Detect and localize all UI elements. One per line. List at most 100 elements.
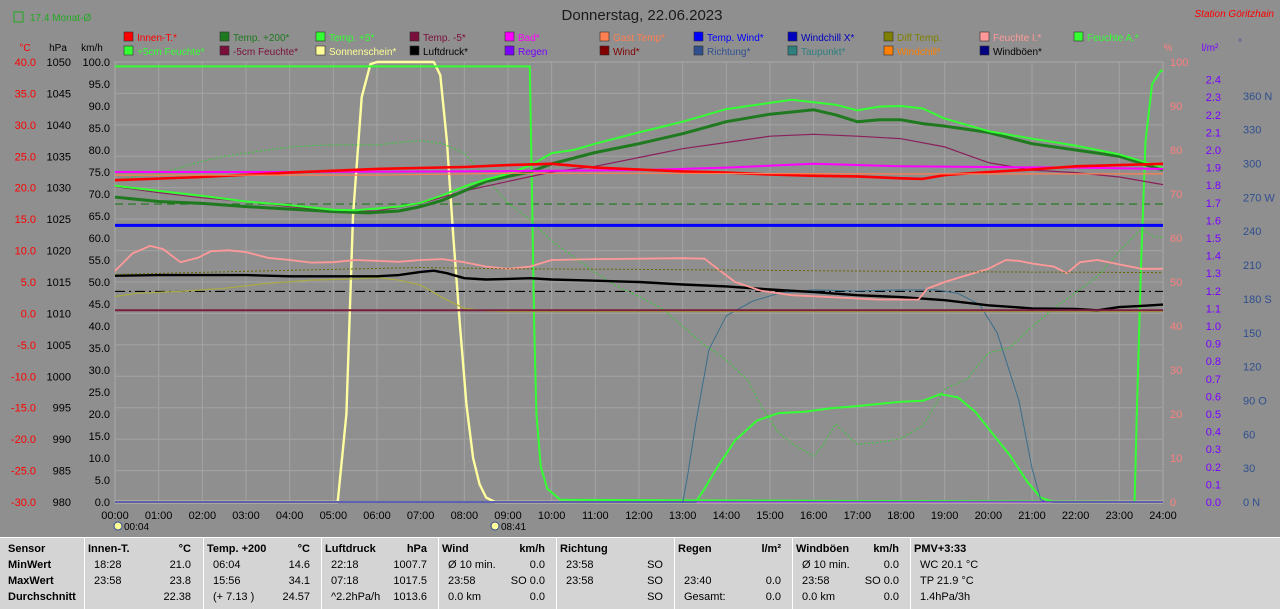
direction-tick-label: 330 bbox=[1243, 125, 1261, 137]
table-unit: l/m² bbox=[761, 543, 781, 555]
humidity-tick-label: 60 bbox=[1170, 233, 1182, 245]
legend-swatch-feuchte-a bbox=[1073, 31, 1084, 42]
table-separator bbox=[792, 538, 793, 609]
pressure-tick-label: 1030 bbox=[47, 183, 71, 195]
series-gast-temp bbox=[115, 172, 1163, 176]
row-label-sensor: Sensor bbox=[8, 543, 46, 555]
legend-swatch-bad bbox=[504, 31, 515, 42]
rain-tick-label: 1.2 bbox=[1206, 286, 1221, 298]
pressure-tick-label: 1020 bbox=[47, 246, 71, 258]
legend-label-windchill-x: Windchill X* bbox=[801, 33, 854, 44]
sunset-icon bbox=[490, 521, 500, 531]
legend-swatch-windchill-x bbox=[787, 31, 798, 42]
table-cell-value: 24.57 bbox=[282, 591, 310, 603]
humidity-tick-label: 0 bbox=[1170, 497, 1176, 509]
wind-tick-label: 15.0 bbox=[89, 431, 110, 443]
legend-label-windchill: Windchill* bbox=[897, 47, 941, 58]
series-feuchte-i bbox=[114, 245, 1163, 301]
table-cell-value: 1013.6 bbox=[393, 591, 427, 603]
humidity-tick-label: 10 bbox=[1170, 453, 1182, 465]
month-average: 17.4 Monat-Ø bbox=[30, 13, 91, 24]
table-separator bbox=[910, 538, 911, 609]
x-tick-label: 19:00 bbox=[931, 510, 959, 522]
x-tick-label: 10:00 bbox=[538, 510, 566, 522]
direction-tick-label: 240 bbox=[1243, 226, 1261, 238]
x-tick-label: 15:00 bbox=[756, 510, 784, 522]
x-tick-label: 04:00 bbox=[276, 510, 304, 522]
x-tick-label: 23:00 bbox=[1106, 510, 1134, 522]
x-tick-label: 22:00 bbox=[1062, 510, 1090, 522]
table-cell-value: 0.0 bbox=[529, 591, 545, 603]
table-separator bbox=[674, 538, 675, 609]
legend-swatch-windb-en bbox=[979, 45, 990, 56]
table-cell-label: 06:04 bbox=[213, 559, 241, 571]
pressure-tick-label: 1015 bbox=[47, 277, 71, 289]
legend-swatch-innen-t bbox=[123, 31, 134, 42]
direction-tick-label: 150 bbox=[1243, 328, 1261, 340]
table-cell-value: SO 0.0 bbox=[510, 575, 545, 587]
legend-label-sonnenschein: Sonnenschein* bbox=[329, 47, 396, 58]
legend-swatch-wind bbox=[599, 45, 610, 56]
legend-label-innen-t: Innen-T.* bbox=[137, 33, 177, 44]
legend-swatch-temp-5 bbox=[409, 31, 420, 42]
legend-swatch-gast-temp bbox=[599, 31, 610, 42]
humidity-tick-label: 30 bbox=[1170, 365, 1182, 377]
x-tick-label: 18:00 bbox=[887, 510, 915, 522]
legend-label-feuchte-a: Feuchte A.* bbox=[1087, 33, 1139, 44]
pressure-tick-label: 990 bbox=[53, 434, 71, 446]
humidity-tick-label: 70 bbox=[1170, 189, 1182, 201]
table-cell-label: Ø 10 min. bbox=[802, 559, 850, 571]
direction-tick-label: 120 bbox=[1243, 362, 1261, 374]
axes: 40.0 35.0 30.0 25.0 20.0 15.0 10.0 5.0 0.0 -5.0 -1… bbox=[11, 57, 1275, 522]
table-separator bbox=[203, 538, 204, 609]
pressure-tick-label: 995 bbox=[53, 403, 71, 415]
table-cell-value: 0.0 bbox=[883, 591, 899, 603]
legend-label-bad: Bad* bbox=[518, 33, 540, 44]
rain-tick-label: 0.0 bbox=[1206, 497, 1221, 509]
humidity-tick-label: 80 bbox=[1170, 145, 1182, 157]
series-windchill bbox=[114, 140, 1164, 457]
x-tick-label: 20:00 bbox=[975, 510, 1003, 522]
table-separator bbox=[84, 538, 85, 609]
table-cell-label: 23:58 bbox=[566, 559, 594, 571]
wind-tick-label: 85.0 bbox=[89, 123, 110, 135]
grid bbox=[115, 62, 1163, 502]
table-header-pmv-3-33: PMV+3:33 bbox=[914, 543, 967, 555]
legend-swatch-feuchte-i bbox=[979, 31, 990, 42]
legend-label-5cm-feuchte: -5cm Feuchte* bbox=[233, 47, 298, 58]
series-luftdruck bbox=[114, 269, 1164, 312]
temp-tick-label: -30.0 bbox=[11, 497, 36, 509]
wind-tick-label: 45.0 bbox=[89, 299, 110, 311]
legend-label-gast-temp: Gast Temp* bbox=[613, 33, 665, 44]
table-unit: °C bbox=[178, 543, 191, 555]
table-cell-value: 23.8 bbox=[169, 575, 191, 587]
legend-swatch-5cm-feuchte bbox=[219, 45, 230, 56]
rain-tick-label: 1.3 bbox=[1206, 268, 1221, 280]
rain-tick-label: 1.1 bbox=[1206, 303, 1221, 315]
legend-label-temp-200: Temp. +200* bbox=[233, 33, 290, 44]
series-diff-temp bbox=[114, 267, 1164, 275]
legend-label-regen: Regen bbox=[518, 47, 547, 58]
table-cell-label: 18:28 bbox=[94, 559, 122, 571]
legend-swatch-diff-temp bbox=[883, 31, 894, 42]
table-cell-label: 0.0 km bbox=[448, 591, 482, 603]
legend-label-temp-wind: Temp. Wind* bbox=[707, 33, 764, 44]
legend-swatch-windchill bbox=[883, 45, 894, 56]
wind-tick-label: 30.0 bbox=[89, 365, 110, 377]
table-cell-label: 23:58 bbox=[94, 575, 122, 587]
legend-label-temp-5: Temp. -5* bbox=[423, 33, 466, 44]
table-cell-label: (+ 7.13 ) bbox=[213, 591, 255, 603]
legend-swatch-sonnenschein bbox=[315, 45, 326, 56]
sunset-time: 08:41 bbox=[501, 522, 526, 533]
series-sonnenschein bbox=[115, 60, 1163, 504]
humidity-tick-label: 100 bbox=[1170, 57, 1188, 69]
series-richtung bbox=[115, 289, 1163, 503]
station-name: Station Göritzhain bbox=[1195, 9, 1275, 20]
table-cell-label: 15:56 bbox=[213, 575, 241, 587]
pressure-tick-label: 980 bbox=[53, 497, 71, 509]
wind-tick-label: 25.0 bbox=[89, 387, 110, 399]
temp-tick-label: -10.0 bbox=[11, 371, 36, 383]
unit-wind: km/h bbox=[81, 43, 103, 54]
wind-tick-label: 95.0 bbox=[89, 79, 110, 91]
series-bad bbox=[115, 162, 1164, 173]
